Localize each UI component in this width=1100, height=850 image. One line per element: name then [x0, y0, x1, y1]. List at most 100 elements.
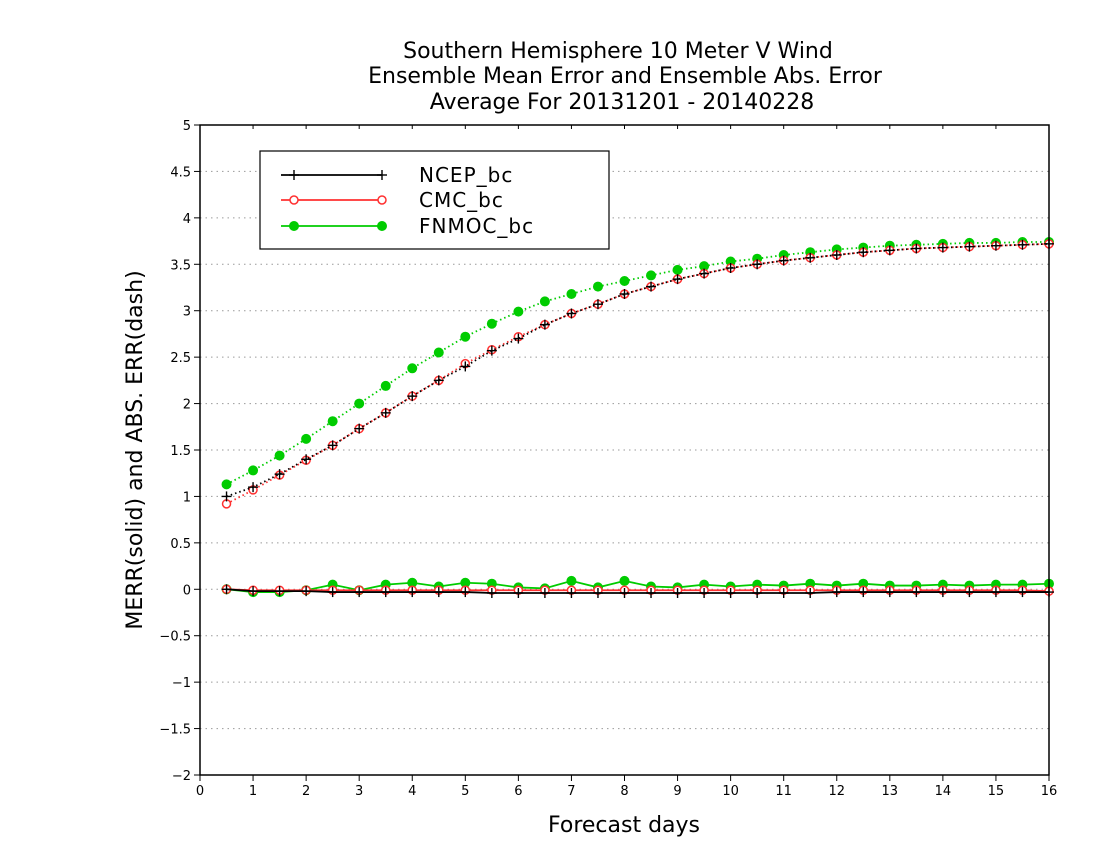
data-point-abserr [248, 482, 259, 493]
data-point-merr [274, 586, 285, 597]
data-point-abserr [884, 245, 895, 256]
data-point-merr [248, 586, 259, 597]
data-point-abserr [831, 250, 842, 260]
data-point-abserr [354, 423, 365, 434]
data-point-abserr [301, 433, 312, 444]
data-point-merr [858, 587, 869, 598]
data-point-merr [884, 587, 895, 598]
series-layer [221, 237, 1054, 598]
y-tick-label: −1.5 [159, 723, 191, 738]
data-point-abserr [964, 241, 975, 252]
data-point-abserr [646, 281, 657, 292]
data-point-abserr [566, 289, 577, 299]
data-point-abserr [592, 281, 603, 292]
y-tick-label: 5 [183, 119, 191, 134]
x-tick-label: 12 [828, 784, 845, 799]
y-tick-label: 0 [183, 583, 191, 598]
legend-marker-left [289, 195, 299, 205]
x-tick-label: 7 [567, 784, 575, 799]
data-point-abserr [486, 318, 497, 329]
data-point-merr [911, 587, 922, 598]
data-point-abserr [354, 398, 365, 409]
data-point-abserr [327, 440, 338, 451]
data-point-abserr [858, 247, 869, 258]
data-point-abserr [752, 259, 763, 270]
data-point-merr [354, 587, 365, 598]
data-point-abserr [646, 270, 657, 281]
data-point-merr [725, 588, 736, 598]
data-point-merr [646, 588, 657, 598]
y-tick-label: 1.5 [170, 444, 191, 459]
x-tick-label: 10 [722, 784, 739, 799]
data-point-merr [1017, 587, 1028, 598]
data-point-merr [486, 588, 497, 598]
data-point-abserr [937, 242, 948, 253]
data-point-abserr [778, 255, 789, 266]
x-tick-label: 0 [196, 784, 204, 799]
legend-entry-NCEP_bc: NCEP_bc [281, 163, 513, 187]
data-point-abserr [539, 296, 550, 307]
chart-title-line-1: Southern Hemisphere 10 Meter V Wind [403, 39, 833, 64]
x-tick-label: 2 [302, 784, 310, 799]
data-point-abserr [592, 299, 603, 310]
data-point-merr [964, 587, 975, 598]
series-FNMOC_bc [221, 237, 1054, 598]
y-tick-label: 0.5 [170, 537, 191, 552]
data-point-abserr [990, 240, 1001, 251]
data-point-merr [778, 588, 789, 598]
y-tick-label: 1 [183, 490, 191, 505]
data-point-merr [937, 587, 948, 598]
y-gridlines [200, 170, 1049, 730]
data-point-abserr [380, 380, 391, 391]
data-point-merr [805, 588, 816, 598]
data-point-merr [301, 586, 312, 597]
chart-title-line-3: Average For 20131201 - 20140228 [430, 90, 815, 115]
data-point-merr [433, 587, 444, 598]
series-line-abserr [226, 242, 1050, 505]
x-tick-label: 9 [673, 784, 681, 799]
x-tick-label: 8 [620, 784, 628, 799]
data-point-abserr [248, 465, 259, 476]
x-tick-label: 14 [935, 784, 952, 799]
data-point-abserr [699, 268, 710, 279]
data-point-merr [566, 588, 577, 598]
data-point-merr [221, 584, 232, 595]
y-tick-label: 4 [183, 212, 191, 227]
legend-entry-CMC_bc: CMC_bc [281, 188, 503, 212]
data-point-merr [327, 587, 338, 598]
data-point-merr [539, 588, 550, 598]
series-line-abserr [226, 242, 1050, 498]
y-tick-label: 4.5 [170, 165, 191, 180]
data-point-abserr [460, 331, 471, 342]
data-point-abserr [672, 264, 683, 275]
y-axis: −2 −1.5 −1 −0.5 0 0.5 1 1.5 2 2.5 3 3.5 4 4.5 5 [159, 119, 200, 784]
data-point-merr [513, 588, 524, 598]
data-point-abserr [619, 289, 630, 299]
data-point-abserr [221, 491, 232, 502]
legend-label: NCEP_bc [419, 163, 513, 187]
data-point-abserr [274, 469, 285, 480]
data-point-abserr [619, 276, 630, 286]
y-axis-label: MERR(solid) and ABS. ERR(dash) [123, 270, 148, 629]
data-point-merr [619, 575, 630, 586]
series-NCEP_bc [221, 238, 1054, 598]
data-point-abserr [725, 263, 736, 273]
y-tick-label: 3 [183, 305, 191, 320]
data-point-abserr [566, 308, 577, 319]
data-point-merr [752, 588, 763, 598]
data-point-abserr [911, 243, 922, 254]
x-tick-label: 1 [249, 784, 257, 799]
data-point-merr [990, 587, 1001, 598]
data-point-merr [619, 588, 630, 598]
y-tick-label: 2.5 [170, 351, 191, 366]
data-point-abserr [1017, 239, 1028, 250]
y-tick-label: −1 [172, 676, 191, 691]
legend-marker-left [289, 170, 299, 180]
x-tick-label: 15 [988, 784, 1005, 799]
legend-entry-FNMOC_bc: FNMOC_bc [281, 214, 533, 238]
data-point-abserr [433, 347, 444, 358]
x-tick-label: 5 [461, 784, 469, 799]
data-point-abserr [407, 363, 418, 374]
